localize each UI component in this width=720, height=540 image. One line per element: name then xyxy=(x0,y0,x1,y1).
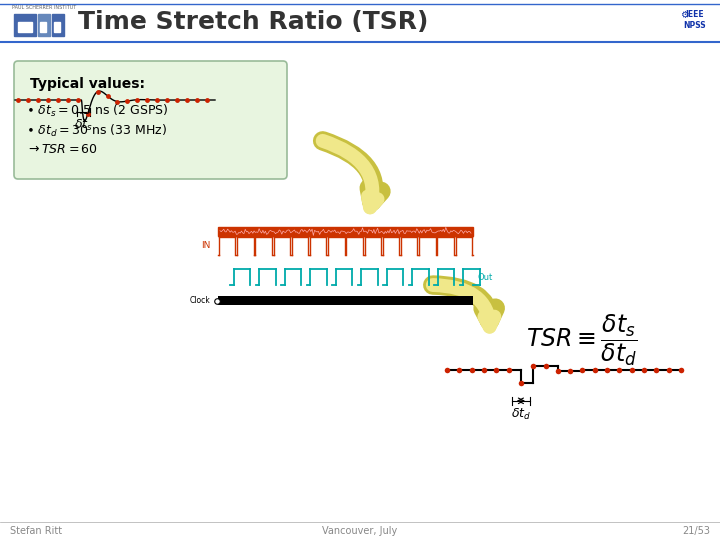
Bar xyxy=(40,22,46,32)
Text: Clock: Clock xyxy=(189,296,210,305)
Text: Typical values:: Typical values: xyxy=(30,77,145,91)
Text: Time Stretch Ratio (TSR): Time Stretch Ratio (TSR) xyxy=(78,10,428,34)
Bar xyxy=(38,14,50,36)
Text: 21/53: 21/53 xyxy=(682,526,710,536)
Text: $\bullet$ $\delta t_d = 30$ ns (33 MHz): $\bullet$ $\delta t_d = 30$ ns (33 MHz) xyxy=(26,123,167,139)
Text: IEEE
NPSS: IEEE NPSS xyxy=(684,10,706,30)
Bar xyxy=(14,14,36,36)
Bar xyxy=(52,14,64,36)
Text: $\delta t_s$: $\delta t_s$ xyxy=(74,118,93,133)
Text: $TSR \equiv \dfrac{\delta t_s}{\delta t_d}$: $TSR \equiv \dfrac{\delta t_s}{\delta t_… xyxy=(526,312,638,368)
Bar xyxy=(218,227,473,236)
Text: $\delta t_d$: $\delta t_d$ xyxy=(510,407,531,422)
Text: Stefan Ritt: Stefan Ritt xyxy=(10,526,62,536)
Bar xyxy=(54,22,60,32)
Text: ⚙: ⚙ xyxy=(680,10,689,20)
Text: PAUL SCHERRER INSTITUT: PAUL SCHERRER INSTITUT xyxy=(12,5,76,10)
Text: Out: Out xyxy=(477,273,492,281)
Bar xyxy=(0,0,720,40)
Text: $\rightarrow TSR = 60$: $\rightarrow TSR = 60$ xyxy=(26,143,98,156)
Text: Vancouver, July: Vancouver, July xyxy=(323,526,397,536)
FancyBboxPatch shape xyxy=(14,61,287,179)
Text: $\bullet$ $\delta t_s = 0.5$ ns (2 GSPS): $\bullet$ $\delta t_s = 0.5$ ns (2 GSPS) xyxy=(26,103,168,119)
Bar xyxy=(18,22,32,32)
Text: IN: IN xyxy=(201,241,210,251)
Bar xyxy=(675,6,715,39)
Bar xyxy=(218,296,473,305)
